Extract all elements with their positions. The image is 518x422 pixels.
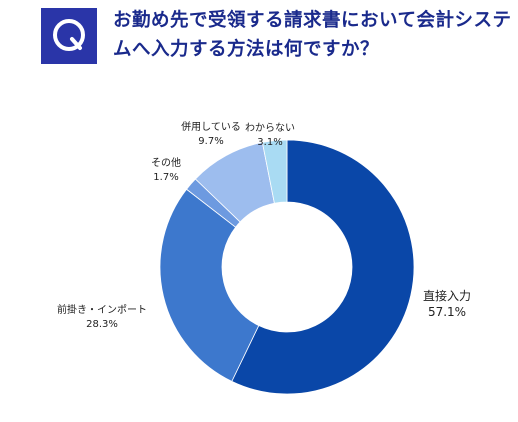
slice-label: わからない [245,122,295,134]
slice-label: 併用している [181,120,241,133]
pie-slice [261,139,288,204]
slice-value-label: 28.3% [86,319,118,330]
q-badge-ring [53,19,85,51]
slice-value-label: 57.1% [428,305,466,319]
q-badge-tail [70,37,82,50]
pie-slice [231,139,415,395]
slice-value-label: 9.7% [198,136,223,147]
chart-labels: 直接入力 57.1% 前掛き・インポート 28.3% その他 1.7% 併用している 9.7%… [57,120,471,330]
q-badge-background [41,8,97,64]
q-badge: Q [41,8,97,64]
slice-value-label: 3.1% [257,137,282,148]
chart-slices [159,139,415,395]
slice-label: 直接入力 [423,288,471,303]
question-title: お勤め先で受領する請求書において会計システムへ入力する方法は何ですか？ [113,10,512,60]
slice-label: その他 [151,156,181,169]
slice-label: 前掛き・インポート [57,303,147,316]
pie-slice [159,188,260,382]
slice-value-label: 1.7% [153,172,178,183]
q-badge-letter: Q [69,39,70,41]
